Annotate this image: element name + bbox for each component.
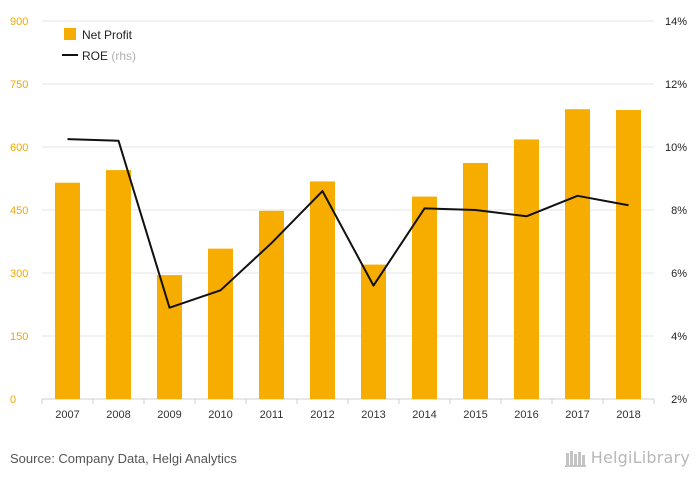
x-tick-label: 2015 xyxy=(463,409,487,421)
logo-text: HelgiLibrary xyxy=(590,448,690,467)
legend-label-roe: ROE (rhs) xyxy=(82,49,136,63)
bar-net-profit-2007 xyxy=(55,182,80,399)
bar-net-profit-2016 xyxy=(514,139,539,399)
x-tick-label: 2017 xyxy=(565,409,589,421)
legend-label-net-profit: Net Profit xyxy=(82,28,133,42)
left-tick-label: 750 xyxy=(10,79,28,91)
right-axis-ticks: 2% 4% 6% 8% 10% 12% 14% xyxy=(665,16,687,406)
x-tick-label: 2010 xyxy=(208,409,232,421)
x-axis-ticks: 2007 2008 2009 2010 2011 2012 2013 2014 2015 2016… xyxy=(55,409,640,421)
bar-net-profit-2014 xyxy=(412,196,437,399)
left-tick-label: 900 xyxy=(10,16,28,28)
left-tick-label: 0 xyxy=(10,394,16,406)
bar-net-profit-2013 xyxy=(361,264,386,399)
bar-net-profit-2008 xyxy=(106,170,131,399)
bar-net-profit-2015 xyxy=(463,162,488,399)
right-tick-label: 14% xyxy=(665,16,687,28)
source-note: Source: Company Data, Helgi Analytics xyxy=(10,451,237,466)
right-tick-label: 12% xyxy=(665,79,687,91)
right-tick-label: 2% xyxy=(671,394,687,406)
x-tick-label: 2008 xyxy=(106,409,130,421)
legend: Net Profit ROE (rhs) xyxy=(62,28,136,63)
roe-line-group xyxy=(67,138,629,309)
x-tick-label: 2009 xyxy=(157,409,181,421)
bar-net-profit-2011 xyxy=(259,210,284,399)
x-tick-label: 2007 xyxy=(55,409,79,421)
bars xyxy=(55,109,641,399)
x-tick-label: 2011 xyxy=(260,409,284,421)
left-axis-ticks: 0 150 300 450 600 750 900 xyxy=(10,16,28,406)
bar-net-profit-2009 xyxy=(157,275,182,399)
bar-net-profit-2012 xyxy=(310,181,335,399)
x-tick-label: 2012 xyxy=(310,409,334,421)
bar-net-profit-2010 xyxy=(208,248,233,399)
x-tick-label: 2014 xyxy=(412,409,436,421)
right-tick-label: 10% xyxy=(665,142,687,154)
left-tick-label: 300 xyxy=(10,268,28,280)
right-tick-label: 8% xyxy=(671,205,687,217)
x-tick-label: 2016 xyxy=(514,409,538,421)
bar-net-profit-2018 xyxy=(616,110,641,399)
roe-line xyxy=(67,138,629,309)
legend-label-roe-text: ROE xyxy=(82,49,108,63)
library-icon xyxy=(564,450,586,467)
left-tick-label: 150 xyxy=(10,331,28,343)
gridlines xyxy=(41,20,655,404)
legend-note-rhs: (rhs) xyxy=(111,49,136,63)
right-tick-label: 4% xyxy=(671,331,687,343)
left-tick-label: 600 xyxy=(10,142,28,154)
helgi-library-logo: HelgiLibrary xyxy=(564,448,690,467)
bar-net-profit-2017 xyxy=(565,109,590,399)
x-tick-label: 2013 xyxy=(361,409,385,421)
legend-swatch-net-profit xyxy=(64,28,76,40)
left-tick-label: 450 xyxy=(10,205,28,217)
right-tick-label: 6% xyxy=(671,268,687,280)
x-tick-label: 2018 xyxy=(616,409,640,421)
